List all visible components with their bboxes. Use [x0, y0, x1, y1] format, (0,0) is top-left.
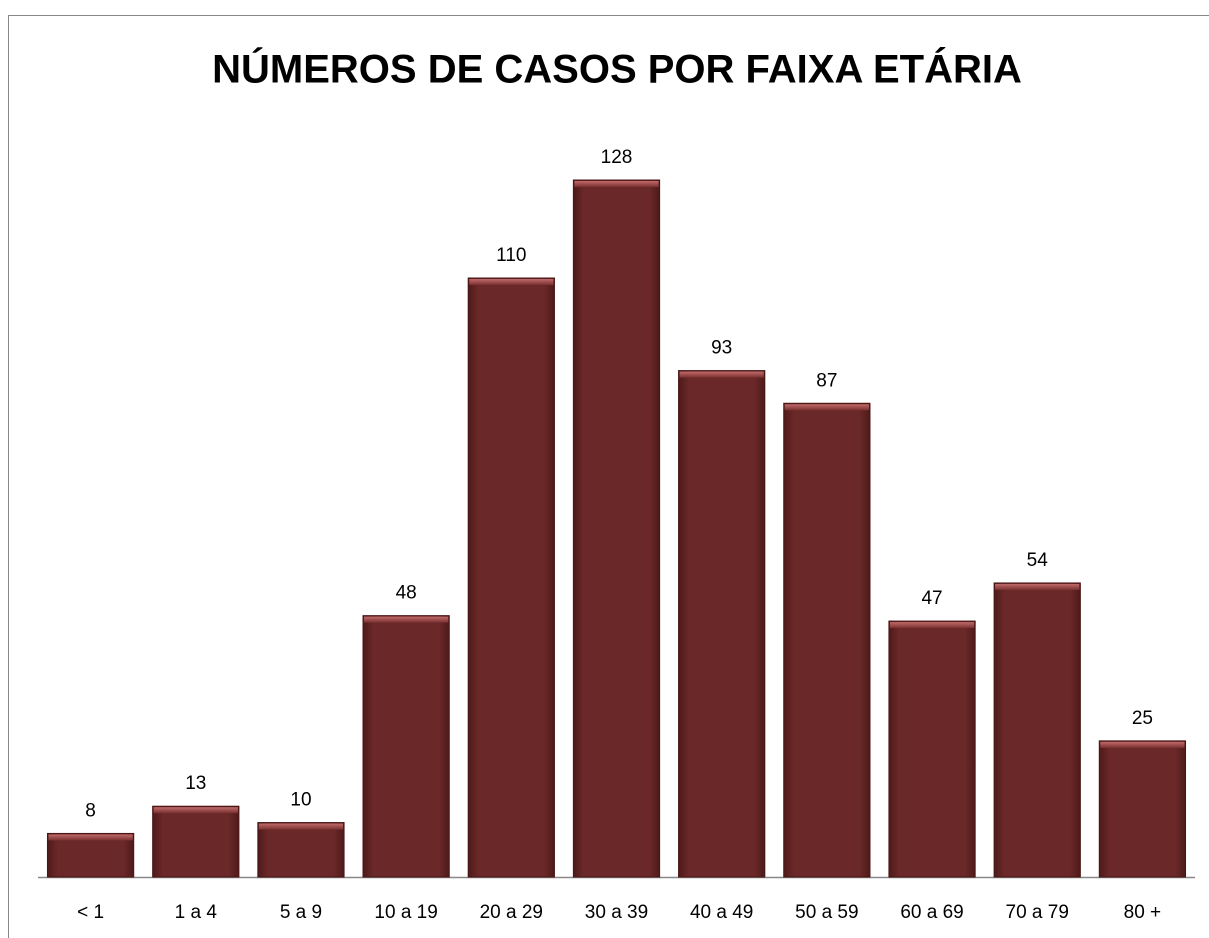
x-tick-label: < 1 [77, 902, 104, 923]
bar-bevel [258, 823, 344, 830]
bar [993, 582, 1081, 878]
data-label: 128 [601, 147, 633, 168]
x-tick-label: 10 a 19 [374, 902, 437, 923]
data-label: 93 [711, 338, 732, 359]
bar-bevel [1100, 741, 1185, 748]
x-tick-label: 5 a 9 [280, 902, 322, 923]
chart-frame [8, 15, 1209, 938]
data-label: 87 [816, 370, 837, 391]
bar [152, 805, 240, 878]
x-tick-label: 20 a 29 [480, 902, 543, 923]
bar [783, 402, 871, 878]
data-label: 47 [921, 588, 942, 609]
bar [46, 832, 135, 878]
data-label: 8 [85, 800, 96, 821]
data-label: 54 [1027, 550, 1049, 571]
bar [467, 277, 555, 878]
bar [1098, 740, 1187, 878]
x-tick-label: 1 a 4 [175, 902, 218, 923]
x-tick-label: 50 a 59 [795, 902, 858, 923]
bar-bevel [48, 834, 133, 841]
data-label: 10 [290, 790, 311, 811]
bar [678, 370, 766, 878]
x-tick-label: 30 a 39 [585, 902, 648, 923]
x-tick-label: 40 a 49 [690, 902, 753, 923]
bar [888, 620, 976, 878]
data-label: 48 [396, 583, 417, 604]
chart-title: NÚMEROS DE CASOS POR FAIXA ETÁRIA [212, 46, 1022, 92]
bar-bevel [364, 616, 449, 623]
x-tick-label: 80 + [1124, 902, 1162, 923]
data-label: 13 [185, 773, 206, 794]
bar-bevel [574, 181, 659, 187]
bar-bevel [995, 583, 1080, 590]
bar [362, 615, 450, 878]
data-label: 110 [496, 245, 526, 266]
bar-bevel [469, 279, 554, 286]
x-tick-label: 70 a 79 [1006, 902, 1069, 923]
x-tick-label: 60 a 69 [900, 902, 963, 923]
bar [572, 179, 661, 878]
bar-bevel [784, 404, 869, 411]
bar-bevel [153, 807, 238, 814]
bar [257, 822, 345, 878]
bar-bevel [679, 371, 764, 378]
data-label: 25 [1132, 708, 1153, 729]
bar-bevel [889, 622, 975, 629]
